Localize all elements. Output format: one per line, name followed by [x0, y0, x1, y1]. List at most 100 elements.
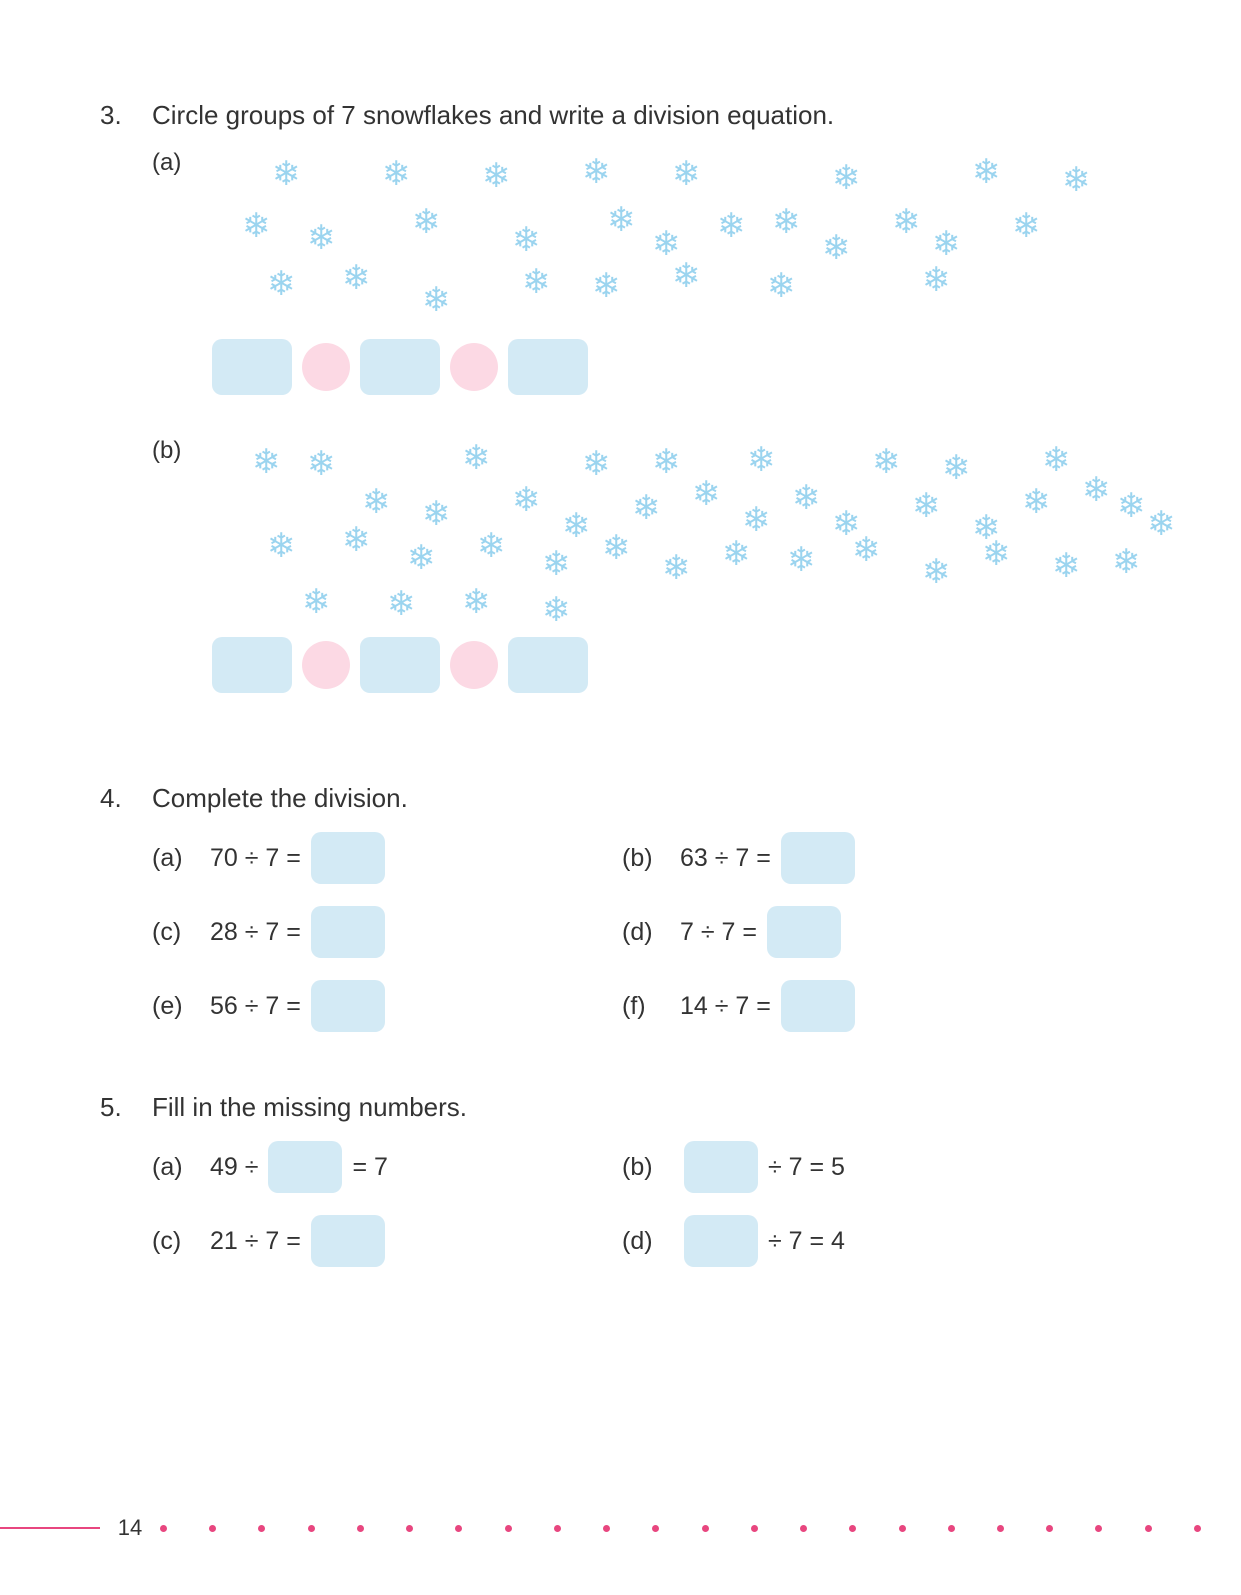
snowflake-icon: ❄ — [542, 593, 571, 627]
answer-box[interactable] — [781, 832, 855, 884]
question-body: Complete the division. (a)70 ÷ 7 = (b)63 … — [152, 783, 1171, 1032]
item-label: (b) — [622, 1153, 680, 1182]
answer-box[interactable] — [212, 339, 292, 395]
snowflake-icon: ❄ — [717, 209, 746, 243]
equation-after: = 7 — [352, 1153, 387, 1182]
snowflake-icon: ❄ — [362, 485, 391, 519]
answer-box[interactable] — [360, 637, 440, 693]
answer-box[interactable] — [767, 906, 841, 958]
snowflake-icon: ❄ — [302, 585, 331, 619]
q4-item: (d)7 ÷ 7 = — [622, 906, 1052, 958]
snowflake-icon: ❄ — [922, 263, 951, 297]
snowflake-icon: ❄ — [602, 531, 631, 565]
item-label: (c) — [152, 1227, 210, 1256]
snowflake-icon: ❄ — [562, 509, 591, 543]
worksheet-page: 3. Circle groups of 7 snowflakes and wri… — [0, 0, 1241, 1595]
operator-circle[interactable] — [450, 343, 498, 391]
q4-item: (e)56 ÷ 7 = — [152, 980, 582, 1032]
question-body: Circle groups of 7 snowflakes and write … — [152, 100, 1171, 723]
operator-circle[interactable] — [302, 641, 350, 689]
equation: 28 ÷ 7 = — [210, 906, 389, 958]
snowflake-icon: ❄ — [382, 157, 411, 191]
footer-dot — [505, 1525, 512, 1532]
answer-box[interactable] — [508, 637, 588, 693]
equation-lhs: 7 ÷ 7 = — [680, 918, 757, 947]
equation: ÷ 7 = 5 — [680, 1141, 845, 1193]
page-footer: 14 — [0, 1515, 1241, 1541]
equation-lhs: 63 ÷ 7 = — [680, 844, 771, 873]
question-4: 4. Complete the division. (a)70 ÷ 7 = (b)… — [100, 783, 1171, 1032]
snowflake-icon: ❄ — [342, 261, 371, 295]
operator-circle[interactable] — [450, 641, 498, 689]
snowflake-icon: ❄ — [632, 491, 661, 525]
snowflake-icon: ❄ — [892, 205, 921, 239]
snowflake-icon: ❄ — [787, 543, 816, 577]
part-label: (a) — [152, 149, 212, 177]
snowflake-icon: ❄ — [272, 157, 301, 191]
answer-box[interactable] — [212, 637, 292, 693]
answer-box[interactable] — [311, 906, 385, 958]
snowflake-scatter-a[interactable]: ❄❄❄❄❄❄❄❄❄❄❄❄❄❄❄❄❄❄❄❄❄❄❄❄❄❄❄❄ — [212, 149, 1152, 319]
snowflake-icon: ❄ — [942, 451, 971, 485]
snowflake-icon: ❄ — [747, 443, 776, 477]
snowflake-icon: ❄ — [307, 221, 336, 255]
snowflake-icon: ❄ — [692, 477, 721, 511]
snowflake-icon: ❄ — [792, 481, 821, 515]
snowflake-icon: ❄ — [742, 503, 771, 537]
q4-item: (a)70 ÷ 7 = — [152, 832, 582, 884]
footer-dot — [455, 1525, 462, 1532]
equation-lhs: 14 ÷ 7 = — [680, 992, 771, 1021]
question-3: 3. Circle groups of 7 snowflakes and wri… — [100, 100, 1171, 723]
snowflake-icon: ❄ — [242, 209, 271, 243]
footer-dot — [899, 1525, 906, 1532]
snowflake-icon: ❄ — [412, 205, 441, 239]
snowflake-icon: ❄ — [607, 203, 636, 237]
snowflake-icon: ❄ — [1022, 485, 1051, 519]
footer-dot — [209, 1525, 216, 1532]
snowflake-icon: ❄ — [872, 445, 901, 479]
snowflake-scatter-b[interactable]: ❄❄❄❄❄❄❄❄❄❄❄❄❄❄❄❄❄❄❄❄❄❄❄❄❄❄❄❄❄❄❄❄❄❄❄❄❄❄❄❄… — [212, 437, 1152, 617]
question-text: Complete the division. — [152, 783, 1171, 814]
snowflake-icon: ❄ — [672, 157, 701, 191]
answer-box[interactable] — [508, 339, 588, 395]
snowflake-icon: ❄ — [267, 267, 296, 301]
answer-box[interactable] — [684, 1215, 758, 1267]
q3-part-b: (b) ❄❄❄❄❄❄❄❄❄❄❄❄❄❄❄❄❄❄❄❄❄❄❄❄❄❄❄❄❄❄❄❄❄❄❄❄… — [152, 437, 1171, 723]
footer-dot — [652, 1525, 659, 1532]
snowflake-icon: ❄ — [1112, 545, 1141, 579]
footer-right-decor — [160, 1523, 1241, 1533]
snowflake-icon: ❄ — [982, 537, 1011, 571]
snowflake-icon: ❄ — [722, 537, 751, 571]
answer-box[interactable] — [311, 980, 385, 1032]
snowflake-icon: ❄ — [512, 223, 541, 257]
item-label: (e) — [152, 992, 210, 1021]
snowflake-icon: ❄ — [482, 159, 511, 193]
question-text: Circle groups of 7 snowflakes and write … — [152, 100, 1171, 131]
answer-box[interactable] — [781, 980, 855, 1032]
item-label: (d) — [622, 918, 680, 947]
snowflake-icon: ❄ — [652, 445, 681, 479]
answer-box[interactable] — [311, 1215, 385, 1267]
footer-dot — [1145, 1525, 1152, 1532]
equation-lhs: 56 ÷ 7 = — [210, 992, 301, 1021]
answer-box[interactable] — [360, 339, 440, 395]
item-label: (a) — [152, 844, 210, 873]
item-label: (b) — [622, 844, 680, 873]
snowflake-icon: ❄ — [462, 585, 491, 619]
snowflake-icon: ❄ — [422, 283, 451, 317]
answer-box[interactable] — [268, 1141, 342, 1193]
footer-dot — [406, 1525, 413, 1532]
part-label: (b) — [152, 437, 212, 465]
snowflake-icon: ❄ — [912, 489, 941, 523]
equation-input-strip — [212, 339, 1171, 395]
snowflake-icon: ❄ — [922, 555, 951, 589]
footer-dot — [849, 1525, 856, 1532]
snowflake-icon: ❄ — [342, 523, 371, 557]
answer-box[interactable] — [684, 1141, 758, 1193]
equation: 7 ÷ 7 = — [680, 906, 845, 958]
answer-box[interactable] — [311, 832, 385, 884]
footer-left-line — [0, 1527, 100, 1529]
question-body: Fill in the missing numbers. (a)49 ÷= 7(… — [152, 1092, 1171, 1267]
question-number: 4. — [100, 783, 152, 814]
operator-circle[interactable] — [302, 343, 350, 391]
